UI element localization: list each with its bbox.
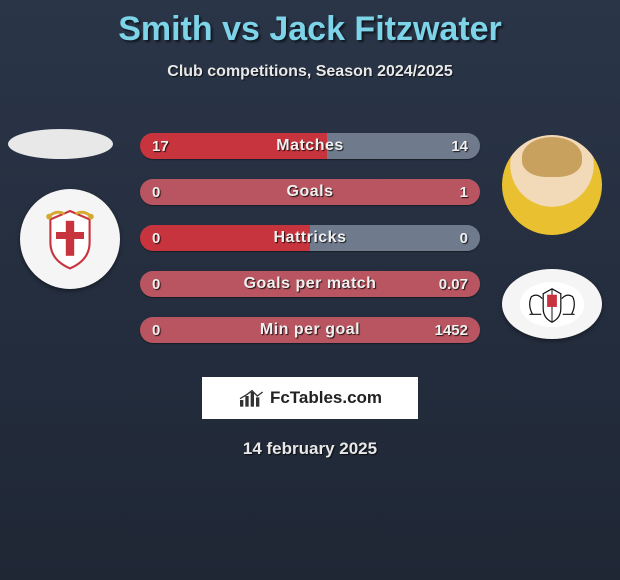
watermark: FcTables.com [202, 377, 418, 419]
club-right-crest [502, 269, 602, 339]
shield-icon [35, 204, 105, 274]
player-left-avatar [8, 129, 113, 159]
stat-bar-row: 1714Matches [140, 133, 480, 159]
date-label: 14 february 2025 [0, 439, 620, 459]
player-right-avatar [502, 135, 602, 235]
stat-bar-row: 00Hattricks [140, 225, 480, 251]
stat-bar-row: 00.07Goals per match [140, 271, 480, 297]
stat-label: Hattricks [140, 229, 480, 247]
stat-bar-row: 01Goals [140, 179, 480, 205]
page-title: Smith vs Jack Fitzwater [0, 0, 620, 49]
stat-label: Matches [140, 137, 480, 155]
comparison-panel: 1714Matches 01Goals 00Hattricks 00.07Goals … [0, 111, 620, 451]
crest-icon [517, 280, 587, 329]
subtitle: Club competitions, Season 2024/2025 [0, 49, 620, 81]
watermark-text: FcTables.com [270, 388, 382, 408]
stat-label: Goals per match [140, 275, 480, 293]
club-left-crest [20, 189, 120, 289]
stat-label: Goals [140, 183, 480, 201]
stat-label: Min per goal [140, 321, 480, 339]
bars-icon [238, 388, 266, 408]
stat-bar-row: 01452Min per goal [140, 317, 480, 343]
stat-bars: 1714Matches 01Goals 00Hattricks 00.07Goals … [140, 133, 480, 363]
